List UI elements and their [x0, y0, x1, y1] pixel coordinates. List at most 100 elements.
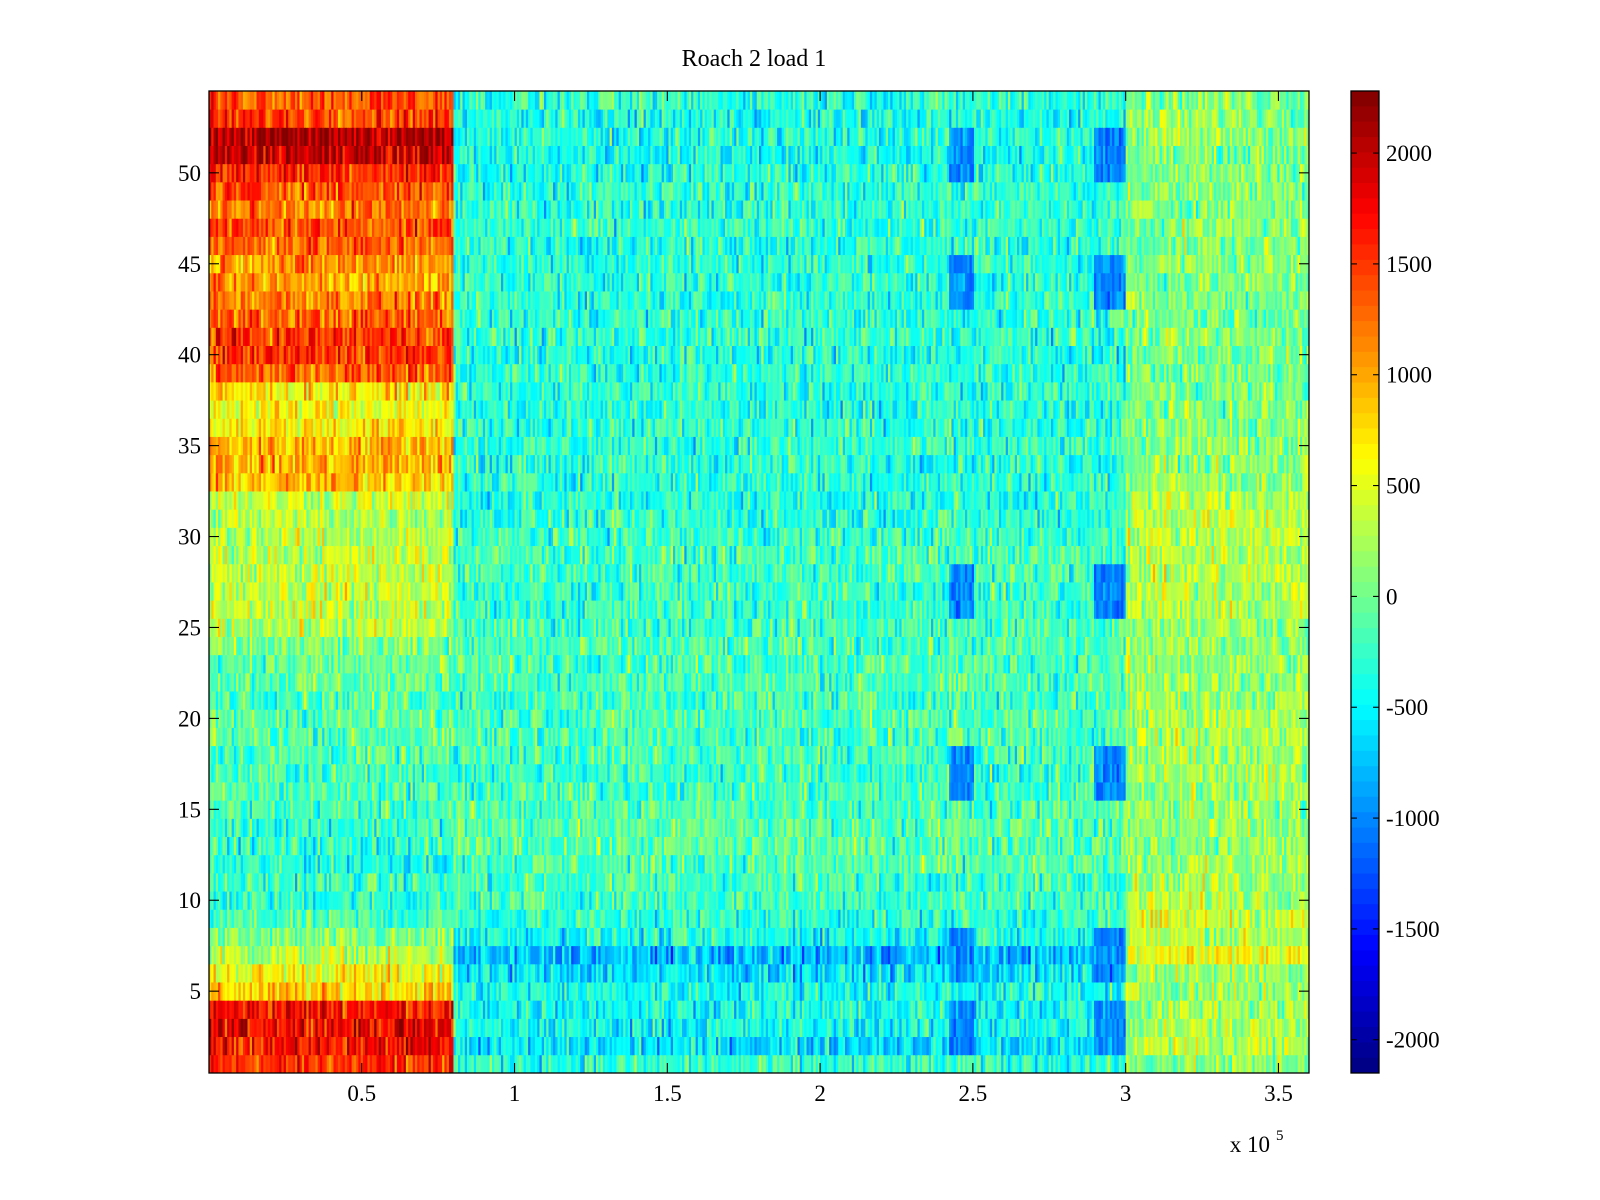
heatmap-cell	[446, 345, 450, 365]
heatmap-cell	[385, 309, 389, 328]
heatmap-cell	[267, 1054, 271, 1074]
heatmap-cell	[261, 818, 264, 837]
heatmap-cell	[326, 836, 330, 856]
heatmap-cell	[435, 945, 438, 965]
heatmap-cell	[288, 763, 291, 783]
heatmap-cell	[261, 982, 264, 1001]
heatmap-cell	[424, 854, 427, 874]
heatmap-cell	[256, 836, 260, 856]
heatmap-cell	[238, 363, 242, 383]
heatmap-cell	[378, 491, 382, 510]
heatmap-cell	[349, 763, 352, 783]
heatmap-cell	[344, 891, 348, 910]
heatmap-cell	[399, 836, 402, 856]
heatmap-cell	[245, 236, 248, 256]
heatmap-cell	[446, 236, 450, 256]
heatmap-cell	[433, 1018, 436, 1038]
heatmap-cell	[351, 691, 355, 710]
heatmap-cell	[213, 909, 217, 928]
heatmap-cell	[378, 782, 382, 801]
heatmap-cell	[252, 291, 255, 310]
heatmap-cell	[342, 854, 346, 874]
heatmap-cell	[229, 800, 233, 819]
heatmap-cell	[245, 563, 248, 583]
heatmap-cell	[317, 891, 321, 910]
heatmap-cell	[254, 982, 257, 1001]
heatmap-cell	[310, 272, 314, 292]
heatmap-cell	[236, 745, 239, 765]
heatmap-cell	[378, 691, 382, 710]
heatmap-cell	[396, 727, 400, 747]
heatmap-cell	[340, 745, 343, 765]
heatmap-cell	[435, 1054, 438, 1074]
heatmap-cell	[437, 854, 441, 874]
heatmap-cell	[276, 927, 280, 947]
heatmap-cell	[344, 563, 348, 583]
heatmap-cell	[299, 854, 303, 874]
heatmap-cell	[435, 818, 438, 837]
heatmap-cell	[408, 945, 411, 965]
heatmap-cell	[295, 763, 298, 783]
heatmap-cell	[448, 909, 452, 928]
heatmap-cell	[310, 763, 314, 783]
heatmap-cell	[342, 1018, 346, 1038]
heatmap-cell	[218, 381, 221, 401]
heatmap-cell	[256, 727, 260, 747]
heatmap-cell	[331, 691, 334, 710]
heatmap-cell	[396, 1036, 400, 1056]
heatmap-cell	[344, 509, 348, 528]
heatmap-cell	[347, 709, 350, 728]
heatmap-cell	[224, 800, 228, 819]
heatmap-cell	[256, 1018, 260, 1038]
heatmap-cell	[304, 763, 307, 783]
heatmap-cell	[360, 782, 364, 801]
heatmap-cell	[238, 872, 242, 892]
heatmap-cell	[439, 1018, 443, 1038]
heatmap-cell	[347, 982, 350, 1001]
heatmap-cell	[338, 872, 341, 892]
heatmap-cell	[317, 872, 321, 892]
heatmap-cell	[328, 782, 332, 801]
heatmap-cell	[338, 672, 341, 692]
heatmap-cell	[238, 836, 242, 856]
heatmap-cell	[224, 963, 228, 983]
heatmap-cell	[285, 236, 289, 256]
heatmap-cell	[428, 1018, 432, 1038]
heatmap-cell	[218, 891, 221, 910]
heatmap-cell	[249, 872, 253, 892]
heatmap-cell	[428, 982, 432, 1001]
heatmap-cell	[263, 1018, 266, 1038]
heatmap-cell	[342, 836, 346, 856]
heatmap-cell	[446, 854, 450, 874]
heatmap-cell	[381, 709, 384, 728]
heatmap-cell	[224, 909, 228, 928]
heatmap-cell	[313, 818, 316, 837]
heatmap-cell	[446, 763, 450, 783]
heatmap-cell	[392, 672, 395, 692]
heatmap-cell	[358, 527, 362, 547]
heatmap-cell	[338, 709, 341, 728]
heatmap-cell	[238, 309, 242, 328]
heatmap-cell	[428, 800, 432, 819]
heatmap-cell	[338, 854, 341, 874]
heatmap-cell	[335, 891, 339, 910]
heatmap-cell	[351, 818, 355, 837]
heatmap-cell	[224, 654, 228, 674]
heatmap-cell	[403, 763, 407, 783]
heatmap-cell	[283, 891, 287, 910]
heatmap-cell	[233, 945, 237, 965]
heatmap-cell	[351, 327, 355, 346]
heatmap-cell	[231, 763, 235, 783]
heatmap-cell	[238, 436, 242, 456]
heatmap-cell	[265, 400, 269, 419]
heatmap-cell	[412, 236, 416, 256]
heatmap-cell	[308, 672, 312, 692]
heatmap-cell	[288, 945, 291, 965]
heatmap-cell	[231, 327, 235, 346]
heatmap-cell	[381, 1054, 384, 1074]
heatmap-cell	[272, 654, 276, 674]
heatmap-cell	[231, 1018, 235, 1038]
heatmap-cell	[367, 1000, 371, 1019]
heatmap-cell	[288, 818, 291, 837]
heatmap-cell	[281, 1018, 285, 1038]
